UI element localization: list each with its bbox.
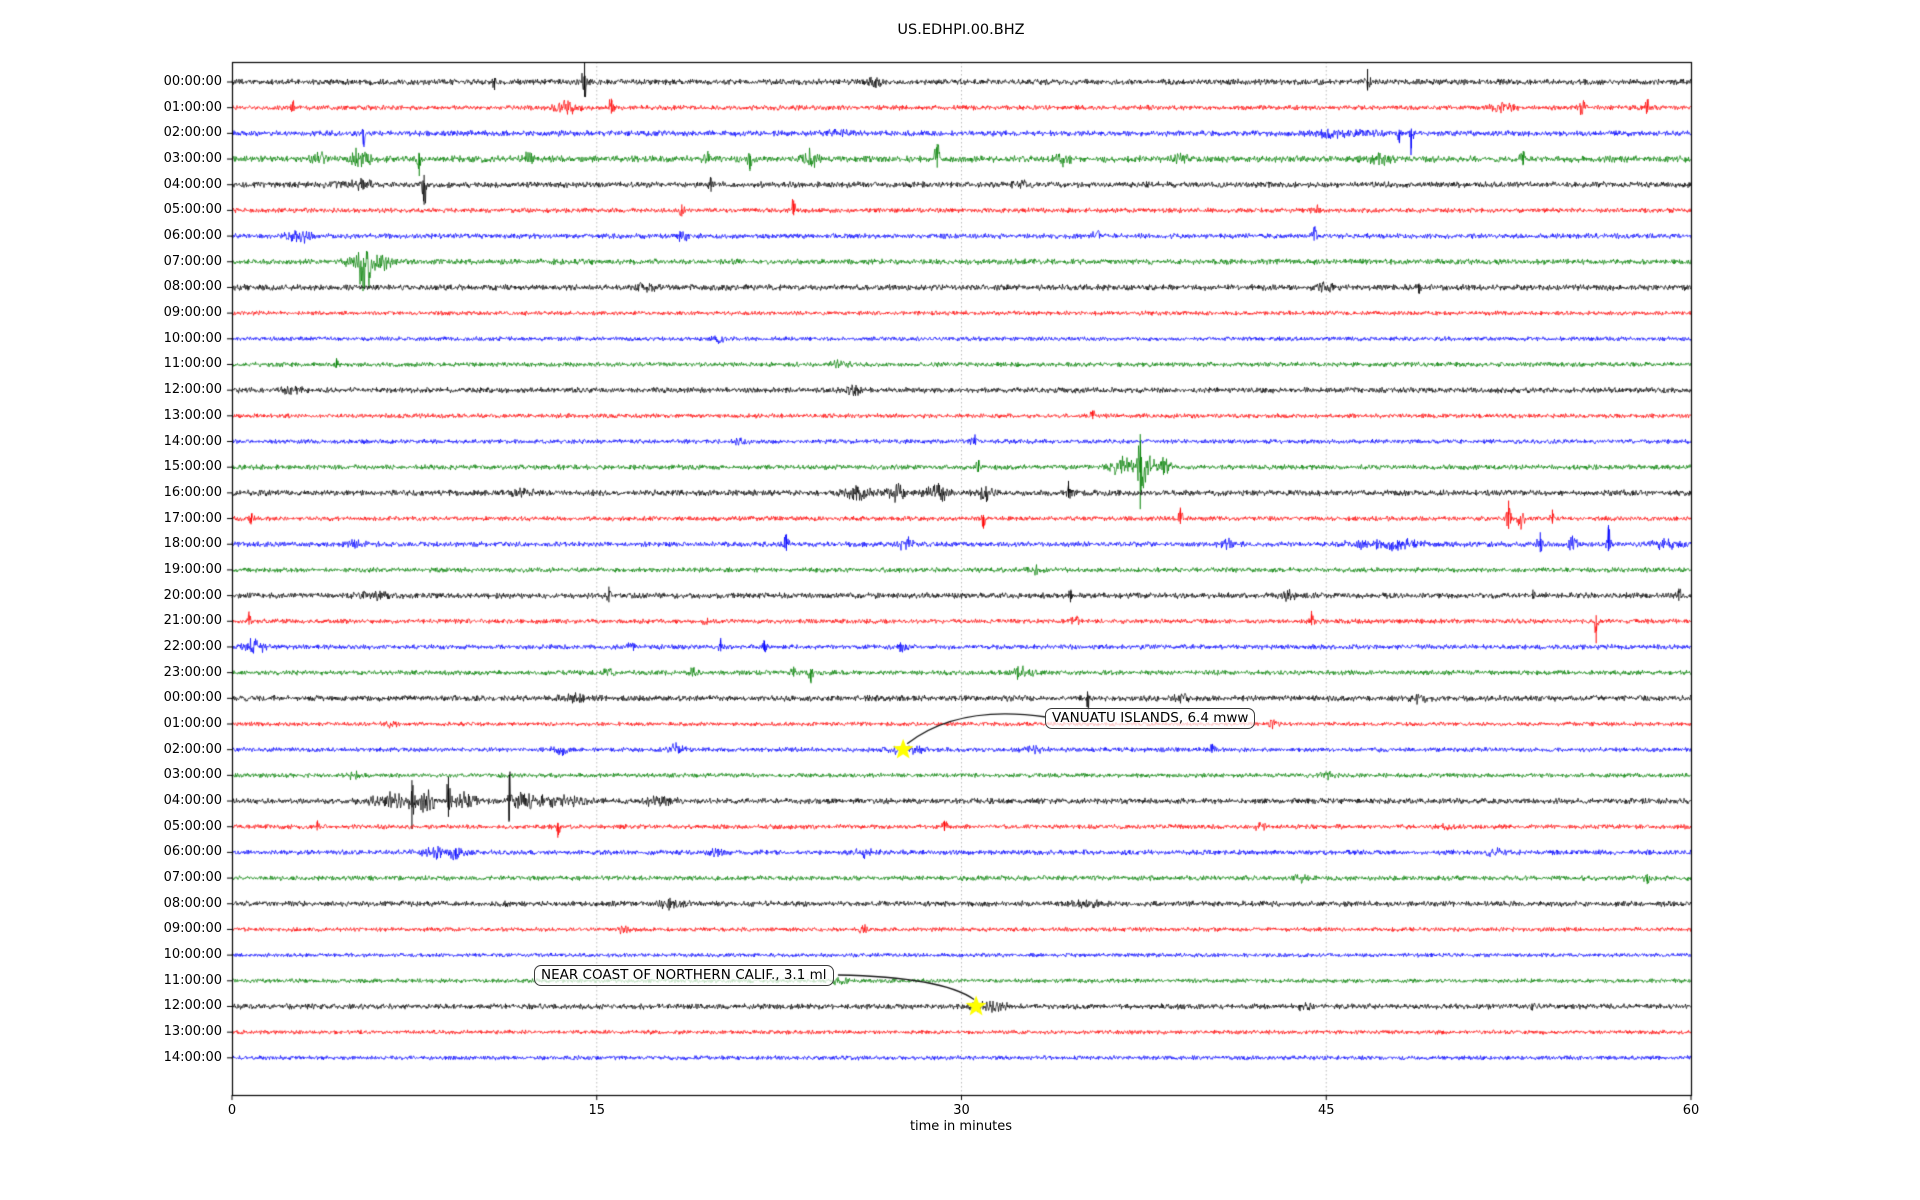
y-tick-label: 04:00:00	[163, 176, 222, 192]
y-tick-label: 00:00:00	[163, 74, 222, 89]
y-tick-label: 02:00:00	[163, 741, 222, 757]
y-tick-label: 21:00:00	[163, 613, 222, 629]
y-tick-label: 05:00:00	[163, 202, 222, 218]
y-tick-label: 01:00:00	[163, 716, 222, 731]
y-tick-label: 11:00:00	[163, 356, 222, 372]
y-tick-label: 03:00:00	[163, 767, 222, 783]
x-tick-label: 30	[953, 1103, 970, 1118]
y-tick-label: 00:00:00	[163, 690, 222, 706]
plot-title: US.EDHPI.00.BHZ	[897, 22, 1025, 38]
y-tick-label: 12:00:00	[163, 998, 222, 1014]
event-annotation-near-coast: NEAR COAST OF NORTHERN CALIF., 3.1 ml	[534, 965, 834, 986]
y-tick-label: 08:00:00	[163, 895, 222, 911]
x-axis-label: time in minutes	[909, 1119, 1013, 1134]
x-tick-label: 0	[227, 1103, 237, 1118]
x-tick-label: 15	[588, 1103, 606, 1118]
y-tick-label: 09:00:00	[163, 921, 222, 937]
y-tick-label: 15:00:00	[163, 459, 222, 475]
y-tick-label: 04:00:00	[163, 793, 222, 809]
y-tick-label: 12:00:00	[163, 382, 222, 398]
y-tick-label: 06:00:00	[163, 228, 222, 244]
y-tick-label: 03:00:00	[163, 151, 222, 167]
y-tick-label: 01:00:00	[163, 99, 222, 115]
y-tick-label: 16:00:00	[163, 484, 222, 500]
y-tick-label: 23:00:00	[163, 664, 222, 680]
y-tick-label: 20:00:00	[163, 587, 222, 603]
y-tick-label: 13:00:00	[163, 407, 222, 423]
x-tick-label: 60	[1682, 1103, 1700, 1118]
x-tick-label: 45	[1317, 1103, 1335, 1118]
y-tick-label: 19:00:00	[163, 561, 222, 577]
y-tick-label: 11:00:00	[163, 972, 222, 988]
y-tick-label: 07:00:00	[163, 870, 222, 886]
y-tick-label: 07:00:00	[163, 253, 222, 269]
y-tick-label: 10:00:00	[163, 330, 222, 346]
y-tick-label: 09:00:00	[163, 305, 222, 321]
y-tick-label: 02:00:00	[163, 125, 222, 141]
y-tick-label: 10:00:00	[163, 947, 222, 963]
y-tick-label: 14:00:00	[163, 1049, 222, 1065]
y-tick-label: 22:00:00	[163, 638, 222, 654]
y-tick-label: 08:00:00	[163, 279, 222, 295]
y-tick-label: 06:00:00	[163, 844, 222, 860]
y-tick-label: 14:00:00	[163, 433, 222, 449]
y-tick-label: 13:00:00	[163, 1024, 222, 1040]
y-tick-label: 18:00:00	[163, 536, 222, 552]
y-tick-label: 17:00:00	[163, 510, 222, 526]
event-annotation-vanuatu: VANUATU ISLANDS, 6.4 mww	[1045, 708, 1256, 729]
y-tick-label: 05:00:00	[163, 818, 222, 834]
